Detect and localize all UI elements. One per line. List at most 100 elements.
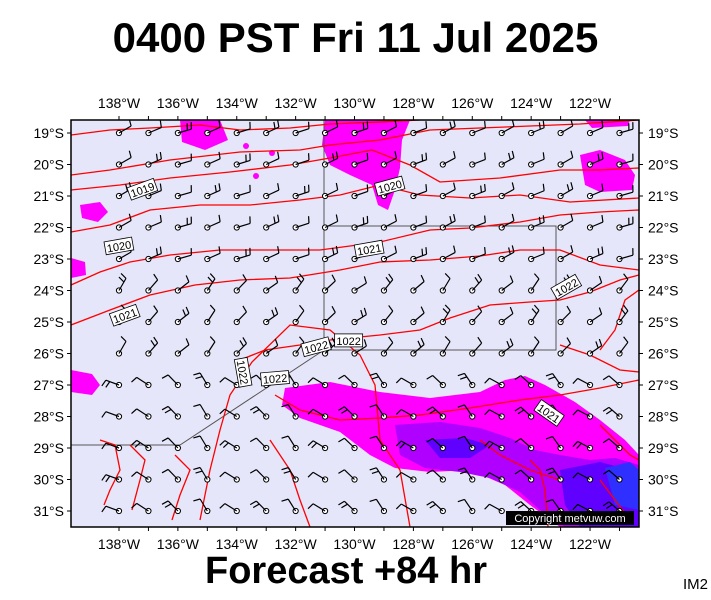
wind-feather: [307, 471, 314, 478]
wind-feather: [449, 121, 453, 129]
wind-feather: [572, 378, 579, 384]
wind-barb: [410, 306, 425, 326]
isobar-label: 1022: [234, 356, 253, 388]
wind-feather: [185, 306, 190, 314]
wind-barb: [498, 150, 515, 168]
wind-barb: [586, 338, 603, 357]
wind-staff: [118, 125, 132, 134]
wind-staff: [148, 221, 162, 229]
wind-feather: [335, 245, 339, 253]
wind-barb: [145, 120, 162, 137]
wind-barb: [204, 214, 221, 231]
wind-feather: [331, 153, 335, 161]
isobar-line: [71, 209, 639, 286]
wind-staff: [608, 406, 620, 417]
isobar-label-text: 1020: [106, 239, 132, 255]
lat-label-right: 26°S: [648, 346, 679, 362]
wind-barb: [161, 500, 181, 515]
wind-barb: [586, 275, 603, 294]
copyright-text: Copyright metvuw.com: [514, 513, 625, 525]
wind-feather: [369, 404, 377, 408]
wind-barb: [292, 273, 305, 294]
wind-barb: [263, 120, 280, 137]
wind-feather: [283, 470, 291, 474]
wind-feather: [514, 375, 522, 380]
wind-barb: [545, 435, 564, 452]
wind-staff: [167, 374, 179, 386]
wind-staff: [224, 377, 238, 386]
wind-feather: [385, 276, 391, 284]
image-code: IM2: [683, 576, 709, 593]
wind-staff: [224, 503, 238, 512]
wind-staff: [619, 254, 634, 260]
wind-feather: [533, 304, 540, 311]
wind-staff: [589, 313, 602, 323]
lon-label-top: 130°W: [333, 95, 376, 111]
wind-barb: [557, 305, 572, 326]
wind-staff: [147, 311, 159, 323]
wind-feather: [277, 151, 280, 159]
wind-barb: [101, 505, 123, 515]
wind-feather: [425, 215, 428, 223]
wind-barb: [410, 274, 425, 294]
wind-feather: [420, 337, 425, 345]
wind-feather: [274, 307, 279, 315]
wind-barb: [369, 372, 388, 389]
wind-barb: [469, 183, 486, 200]
wind-barb: [557, 213, 574, 231]
wind-feather: [219, 377, 226, 383]
wind-staff: [520, 406, 532, 417]
wind-staff: [177, 344, 190, 354]
wind-staff: [354, 190, 368, 197]
lon-label-top: 124°W: [510, 95, 553, 111]
wind-feather: [572, 472, 579, 479]
forecast-label: Forecast +84 hr: [205, 550, 487, 592]
isobar-layer: [71, 120, 639, 527]
wind-feather: [388, 273, 394, 280]
wind-barb: [321, 305, 336, 326]
wind-staff: [383, 126, 397, 134]
wind-barb: [338, 500, 358, 515]
wind-feather: [487, 442, 494, 449]
wind-staff: [375, 372, 385, 386]
wind-staff: [413, 127, 427, 134]
wind-barb: [484, 377, 505, 389]
wind-barb: [161, 437, 181, 452]
wind-staff: [199, 435, 208, 449]
wind-staff: [560, 343, 571, 354]
wind-staff: [324, 252, 338, 260]
wind-feather: [459, 470, 467, 475]
wind-barb: [616, 185, 634, 200]
lat-label-right: 28°S: [648, 409, 679, 425]
wind-staff: [295, 222, 310, 229]
lat-label-left: 20°S: [33, 157, 64, 173]
wind-feather: [388, 305, 394, 312]
wind-staff: [530, 190, 545, 197]
wind-feather: [209, 273, 216, 280]
lat-label-right: 27°S: [648, 377, 679, 393]
isobar-label-box: [126, 177, 159, 201]
wind-feather: [360, 309, 364, 317]
wind-staff: [265, 252, 280, 260]
wind-feather: [207, 276, 214, 283]
wind-feather: [209, 336, 216, 343]
wind-barb: [369, 467, 388, 483]
wind-feather: [394, 214, 398, 222]
wind-feather: [605, 504, 613, 509]
isobar-line: [129, 444, 146, 511]
wind-staff: [295, 278, 305, 291]
lon-label-bottom: 130°W: [333, 536, 376, 552]
wind-staff: [287, 372, 297, 386]
wind-staff: [608, 501, 620, 512]
isobar-label-box: [533, 399, 565, 427]
wind-barb: [338, 406, 358, 420]
wind-staff: [560, 251, 574, 260]
wind-staff: [255, 437, 267, 449]
wind-barb: [193, 466, 211, 483]
wind-barb: [321, 274, 336, 294]
lat-label-right: 23°S: [648, 251, 679, 267]
wind-feather: [545, 467, 553, 471]
wind-staff: [177, 254, 192, 260]
wind-feather: [363, 339, 367, 347]
wind-feather: [331, 247, 335, 255]
